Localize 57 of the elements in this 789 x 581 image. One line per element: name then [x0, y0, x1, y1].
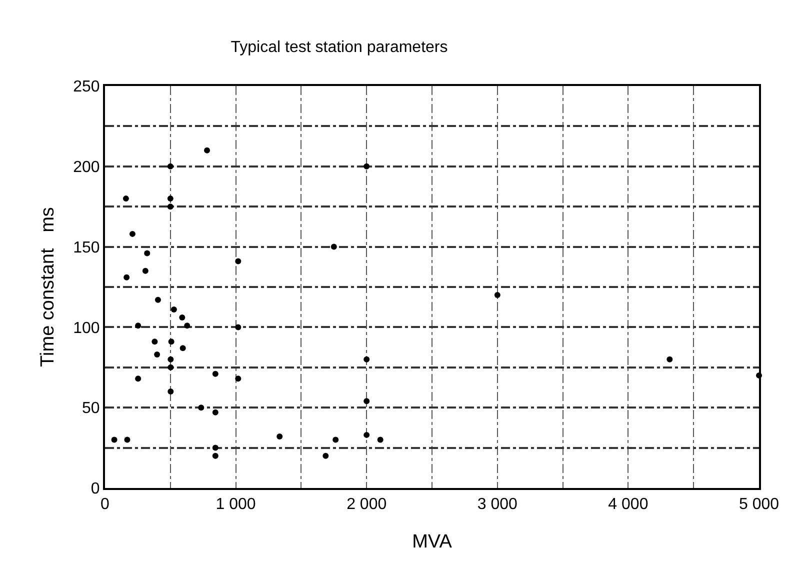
point	[332, 436, 339, 443]
x-axis-title: MVA	[412, 532, 452, 552]
point	[168, 388, 174, 395]
point	[198, 404, 204, 411]
point	[154, 352, 160, 358]
point	[494, 292, 500, 298]
y-tick-label: 100	[73, 320, 100, 337]
point	[364, 356, 370, 362]
point	[235, 324, 242, 330]
point	[168, 356, 174, 362]
chart-title: Typical test station parameters	[230, 38, 448, 56]
point	[135, 322, 142, 329]
point	[212, 452, 218, 459]
y-tick-label: 50	[82, 400, 100, 418]
x-tick-label: 2 000	[346, 496, 387, 514]
point	[135, 376, 142, 382]
point	[122, 196, 129, 202]
point	[276, 434, 283, 440]
y-tick-label: 200	[73, 159, 100, 176]
point	[212, 409, 218, 416]
point	[377, 436, 384, 443]
point	[184, 322, 190, 329]
point	[364, 163, 370, 170]
point	[666, 356, 673, 362]
point	[111, 436, 118, 443]
point	[235, 258, 242, 264]
point	[129, 230, 136, 237]
point	[322, 452, 329, 459]
point	[170, 306, 177, 313]
point	[142, 268, 148, 274]
y-tick-label: 150	[73, 239, 100, 256]
x-tick-label: 1 000	[216, 496, 256, 514]
point	[124, 274, 130, 280]
point	[124, 436, 130, 443]
x-tick-label: 3 000	[477, 496, 518, 514]
point	[144, 250, 150, 256]
point	[180, 345, 186, 352]
point	[204, 147, 210, 154]
x-tick-label: 5 000	[738, 496, 780, 514]
point	[179, 314, 186, 321]
point	[167, 196, 174, 202]
point	[330, 244, 337, 250]
y-tick-label: 250	[73, 78, 100, 96]
point	[167, 204, 174, 210]
point	[168, 364, 174, 370]
point	[235, 376, 242, 382]
point	[212, 444, 218, 451]
y-axis-title: Time constant ms	[37, 207, 58, 367]
x-tick-label: 4 000	[608, 496, 648, 514]
point	[152, 338, 158, 345]
point	[364, 398, 370, 404]
point	[212, 370, 218, 377]
point	[168, 338, 174, 345]
point	[364, 432, 370, 438]
point	[167, 163, 174, 170]
y-tick-label: 0	[90, 480, 100, 498]
point	[154, 296, 161, 303]
